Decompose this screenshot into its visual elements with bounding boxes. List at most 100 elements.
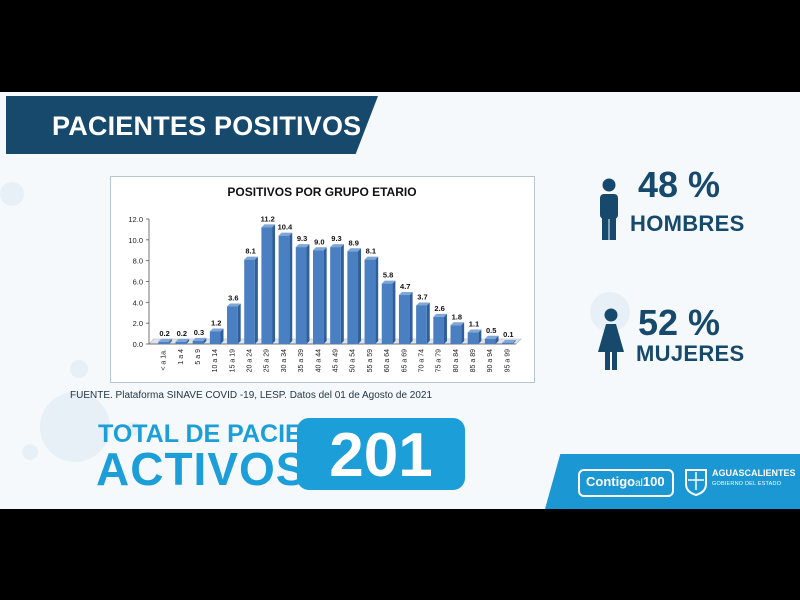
data-label: 9.3 — [297, 234, 307, 243]
bar — [433, 316, 444, 344]
x-tick-label: 75 a 79 — [436, 349, 443, 372]
bar-side — [323, 247, 327, 344]
bar — [261, 227, 273, 344]
x-tick-label: 15 a 19 — [229, 349, 236, 372]
x-tick-label: 10 a 14 — [212, 349, 219, 372]
data-label: 9.3 — [331, 234, 341, 243]
data-label: 11.2 — [261, 214, 275, 223]
bar — [450, 325, 462, 344]
bar-side — [254, 256, 258, 344]
bar-top — [261, 224, 276, 228]
x-tick-label: 35 a 39 — [298, 349, 305, 372]
bar-top — [295, 244, 310, 248]
x-tick-label: 70 a 74 — [418, 349, 425, 372]
data-label: 4.7 — [400, 282, 410, 291]
bar-side — [478, 329, 482, 344]
x-tick-label: 55 a 59 — [367, 349, 374, 372]
x-tick-label: 60 a 64 — [384, 349, 391, 372]
bar — [312, 250, 324, 344]
x-tick-label: 95 a 99 — [504, 349, 511, 372]
bar-chart: POSITIVOS POR GRUPO ETARIO 0.0 2.0 4.0 6.0 8… — [128, 185, 522, 372]
bar — [381, 283, 393, 344]
bar-side — [237, 303, 241, 344]
x-tick-label: 20 a 24 — [247, 349, 254, 372]
bar-top — [330, 244, 344, 248]
bar-side — [306, 244, 310, 344]
bar-side — [392, 280, 396, 344]
data-label: 0.2 — [159, 329, 169, 338]
bar — [295, 247, 307, 344]
x-tick-label: 25 a 29 — [264, 349, 271, 372]
bar-side — [289, 232, 293, 344]
bar-top — [278, 232, 293, 236]
campaign-mid: al — [635, 478, 643, 489]
y-tick-label: 4.0 — [133, 298, 143, 307]
bar — [209, 331, 221, 344]
state-seal-icon — [685, 469, 707, 496]
bar — [364, 259, 376, 344]
slide: PACIENTES POSITIVOS POSITIVOS POR GRUPO … — [0, 92, 800, 509]
data-label: 10.4 — [278, 223, 293, 232]
x-tick-label: 50 a 54 — [350, 349, 357, 372]
y-tick-label: 12.0 — [128, 215, 143, 224]
y-tick-label: 0.0 — [133, 340, 143, 349]
bar-top — [244, 256, 258, 260]
campaign-logo: Contigoal100 — [578, 469, 674, 497]
bar-top — [158, 338, 172, 342]
total-value: 201 — [329, 421, 433, 490]
bar-top — [312, 247, 327, 251]
bar — [158, 341, 169, 344]
government-subtitle: GOBIERNO DEL ESTADO — [712, 481, 782, 487]
men-label: HOMBRES — [630, 211, 745, 236]
man-icon — [600, 178, 618, 240]
data-label: 1.8 — [452, 312, 462, 321]
bar — [244, 259, 255, 344]
x-tick-label: 85 a 89 — [470, 349, 477, 372]
campaign-logo-text: Contigoal100 — [586, 474, 665, 489]
x-tick-label: < a 1a. — [161, 349, 168, 371]
bar — [502, 342, 513, 344]
source-note: FUENTE. Plataforma SINAVE COVID -19, LES… — [70, 390, 433, 401]
chart-title: POSITIVOS POR GRUPO ETARIO — [227, 185, 416, 199]
chart-panel: POSITIVOS POR GRUPO ETARIO 0.0 2.0 4.0 6.0 8… — [110, 176, 535, 383]
bar-side — [461, 322, 465, 344]
bar-top — [467, 329, 482, 333]
x-tick-label: 80 a 84 — [453, 349, 460, 372]
decorative-virus-shape — [22, 444, 38, 460]
x-tick-label: 65 a 69 — [401, 349, 408, 372]
x-tick-label: 30 a 34 — [281, 349, 288, 372]
title-banner: PACIENTES POSITIVOS — [6, 96, 378, 154]
decorative-virus-shape — [40, 392, 110, 462]
x-tick-label: 45 a 49 — [333, 349, 340, 372]
bar-side — [375, 256, 379, 344]
woman-icon — [598, 308, 624, 370]
bar-top — [433, 313, 447, 317]
x-tick-label: 1 a 4 — [178, 349, 185, 365]
bar-top — [227, 303, 241, 307]
y-tick-label: 10.0 — [128, 236, 143, 245]
bar-side — [203, 337, 207, 344]
bar-top — [502, 339, 516, 343]
bar-top — [416, 302, 430, 306]
bar — [416, 305, 427, 344]
data-label: 8.1 — [366, 247, 376, 256]
y-tick-label: 8.0 — [133, 257, 143, 266]
bar-side — [426, 302, 430, 344]
bar — [330, 247, 341, 344]
bar-top — [175, 338, 190, 342]
x-tick-label: 5 a 9 — [195, 349, 202, 365]
bar-top — [347, 248, 362, 252]
decorative-virus-shape — [70, 360, 88, 378]
bar — [278, 235, 290, 344]
bar-top — [450, 322, 465, 326]
bar-side — [443, 313, 447, 344]
data-label: 1.2 — [211, 319, 221, 328]
data-label: 8.9 — [348, 238, 358, 247]
data-label: 0.1 — [503, 330, 513, 339]
government-name: AGUASCALIENTES — [712, 468, 796, 478]
bar — [484, 338, 496, 344]
data-label: 0.5 — [486, 326, 496, 335]
data-label: 0.2 — [177, 329, 187, 338]
bar-top — [398, 292, 413, 296]
x-tick-label: 40 a 44 — [315, 349, 322, 372]
